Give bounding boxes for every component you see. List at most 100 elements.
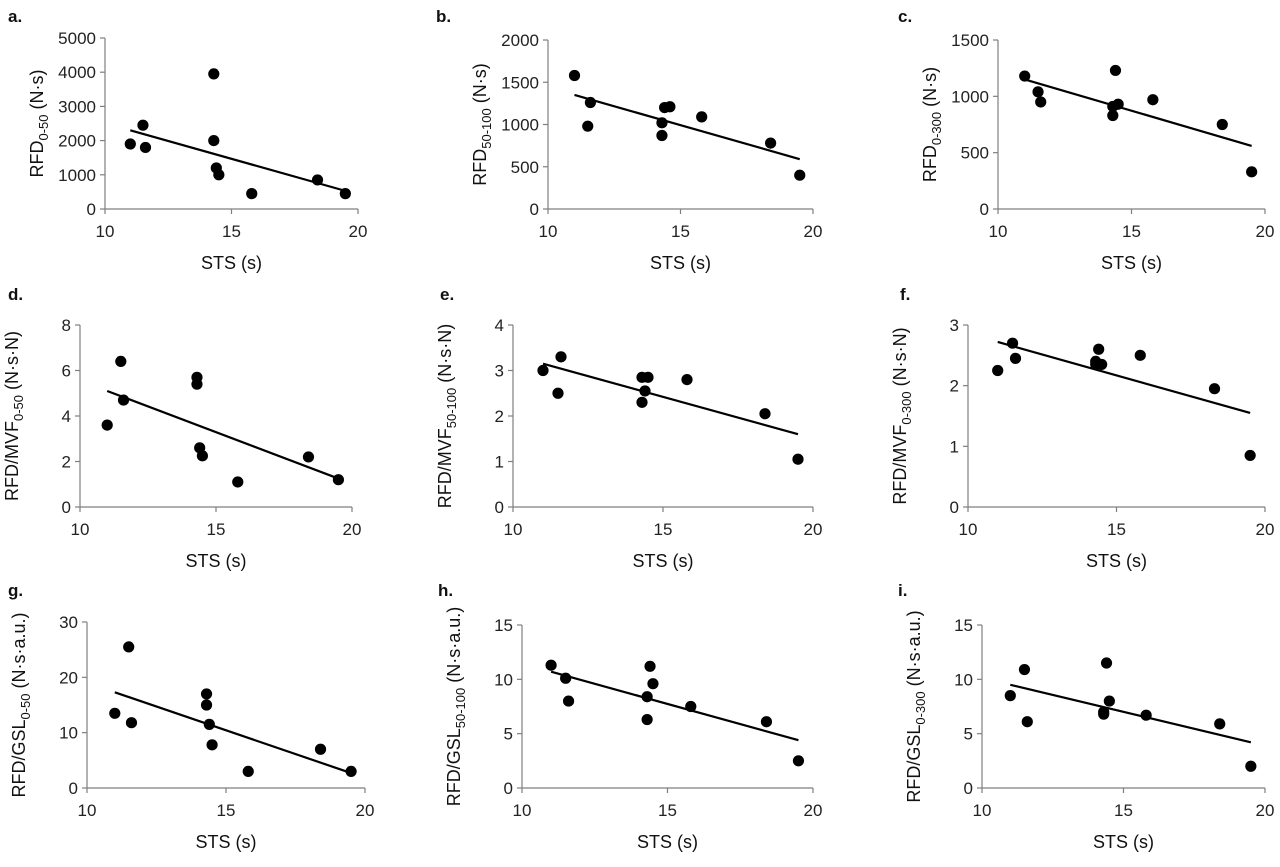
- y-axis-title: RFD/GSL0-50 (N·s·a.u.): [9, 612, 33, 797]
- y-tick-label: 30: [59, 613, 78, 632]
- y-tick-label: 15: [494, 616, 513, 635]
- data-point: [203, 718, 215, 730]
- y-axis-title-subscript: 50-100: [444, 388, 459, 428]
- x-tick-label: 15: [658, 801, 677, 820]
- y-tick-label: 1: [950, 437, 959, 456]
- data-point: [1134, 349, 1146, 361]
- x-axis-title: STS (s): [1093, 832, 1154, 852]
- y-tick-label: 4000: [58, 63, 96, 82]
- trendline: [1010, 683, 1252, 744]
- y-axis-title-unit: (N·s·N): [2, 331, 22, 395]
- data-point: [656, 129, 668, 142]
- data-point: [196, 450, 208, 462]
- data-point: [1103, 695, 1115, 707]
- trendline: [130, 129, 346, 192]
- x-tick-label: 20: [1256, 222, 1275, 241]
- data-point: [200, 699, 213, 711]
- y-tick-label: 2: [62, 453, 71, 472]
- x-tick-label: 10: [78, 801, 97, 820]
- y-tick-label: 1000: [501, 116, 539, 135]
- y-tick-label: 1000: [951, 87, 989, 106]
- y-tick-label: 4: [62, 407, 71, 426]
- data-point: [765, 137, 777, 149]
- data-point: [1216, 118, 1228, 131]
- data-point: [339, 188, 351, 200]
- y-tick-label: 1500: [501, 73, 539, 92]
- y-tick-label: 2000: [58, 132, 96, 151]
- data-point: [792, 453, 804, 465]
- x-axis-title: STS (s): [201, 253, 262, 273]
- data-point: [647, 678, 659, 690]
- data-point: [644, 660, 656, 672]
- data-point: [636, 396, 648, 408]
- data-point: [1147, 94, 1159, 106]
- data-point: [1140, 709, 1152, 721]
- x-tick-label: 20: [804, 222, 823, 241]
- data-point: [117, 394, 130, 406]
- x-axis-title: STS (s): [637, 832, 698, 852]
- x-tick-label: 10: [504, 520, 523, 539]
- y-axis-title-subscript: 0-50: [18, 693, 33, 719]
- data-point: [1021, 716, 1033, 728]
- data-point: [246, 188, 258, 200]
- data-point: [123, 641, 135, 653]
- y-axis-title-main: RFD/GSL: [9, 720, 29, 798]
- data-point: [696, 111, 708, 123]
- data-point: [302, 451, 315, 463]
- y-tick-label: 2: [495, 407, 504, 426]
- trendline: [997, 340, 1251, 415]
- data-point: [642, 371, 654, 383]
- y-axis-title: RFD/MVF0-300 (N·s·N): [890, 327, 914, 504]
- y-axis-title: RFD/GSL0-300 (N·s·a.u.): [904, 610, 928, 802]
- data-point: [584, 96, 597, 109]
- y-tick-label: 20: [59, 668, 78, 687]
- data-point: [137, 119, 149, 131]
- y-axis-title: RFD/MVF0-50 (N·s·N): [2, 331, 26, 501]
- data-point: [1098, 706, 1110, 718]
- y-axis-title-main: RFD: [920, 145, 940, 182]
- y-axis-title: RFD0-50 (N·s): [27, 69, 51, 177]
- chart-panel-b: b. 0 500 1000 1500 2000 10 15 20 STS (s) RFD50-100…: [436, 7, 822, 273]
- x-tick-label: 20: [343, 520, 362, 539]
- data-point: [1019, 70, 1031, 82]
- y-tick-label: 3000: [58, 97, 96, 116]
- y-axis-title-unit: (N·s·N): [890, 327, 910, 391]
- y-axis-title: RFD/MVF50-100 (N·s·N): [435, 324, 459, 508]
- data-point: [311, 174, 324, 186]
- data-point: [1006, 337, 1019, 349]
- data-point: [568, 69, 581, 82]
- data-point: [1032, 86, 1044, 98]
- y-tick-label: 500: [961, 144, 989, 163]
- data-point: [191, 378, 203, 390]
- panel-label: i.: [898, 581, 907, 600]
- y-axis-title-main: RFD: [27, 141, 47, 178]
- data-point: [206, 739, 218, 751]
- y-tick-label: 0: [62, 498, 71, 517]
- x-tick-label: 20: [349, 222, 368, 241]
- data-point: [242, 765, 254, 778]
- y-axis-title-main: RFD: [470, 149, 490, 186]
- data-point: [332, 474, 344, 486]
- chart-panel-i: i. 0 5 10 15 10 15 20 STS (s) RFD/GSL0-300 (N·s·a…: [898, 581, 1274, 852]
- x-tick-label: 10: [96, 222, 115, 241]
- y-tick-label: 0: [980, 200, 989, 219]
- x-tick-label: 10: [959, 520, 978, 539]
- data-point: [1208, 383, 1221, 395]
- panel-label: f.: [900, 285, 910, 304]
- data-point: [562, 695, 575, 707]
- y-tick-label: 500: [511, 158, 539, 177]
- y-axis-title-unit: (N·s): [27, 69, 47, 114]
- y-axis-title-main: RFD/MVF: [435, 428, 455, 508]
- data-point: [124, 138, 136, 150]
- x-tick-label: 20: [1256, 801, 1275, 820]
- panel-label: b.: [436, 7, 451, 26]
- y-axis-title-subscript: 50-100: [479, 108, 494, 148]
- y-tick-label: 0: [530, 200, 539, 219]
- y-axis-title-subscript: 0-300: [899, 391, 914, 424]
- panel-label: e.: [440, 285, 454, 304]
- x-tick-label: 15: [222, 222, 241, 241]
- data-point: [1244, 449, 1256, 462]
- data-point: [664, 101, 676, 113]
- y-axis-title-main: RFD/MVF: [2, 421, 22, 501]
